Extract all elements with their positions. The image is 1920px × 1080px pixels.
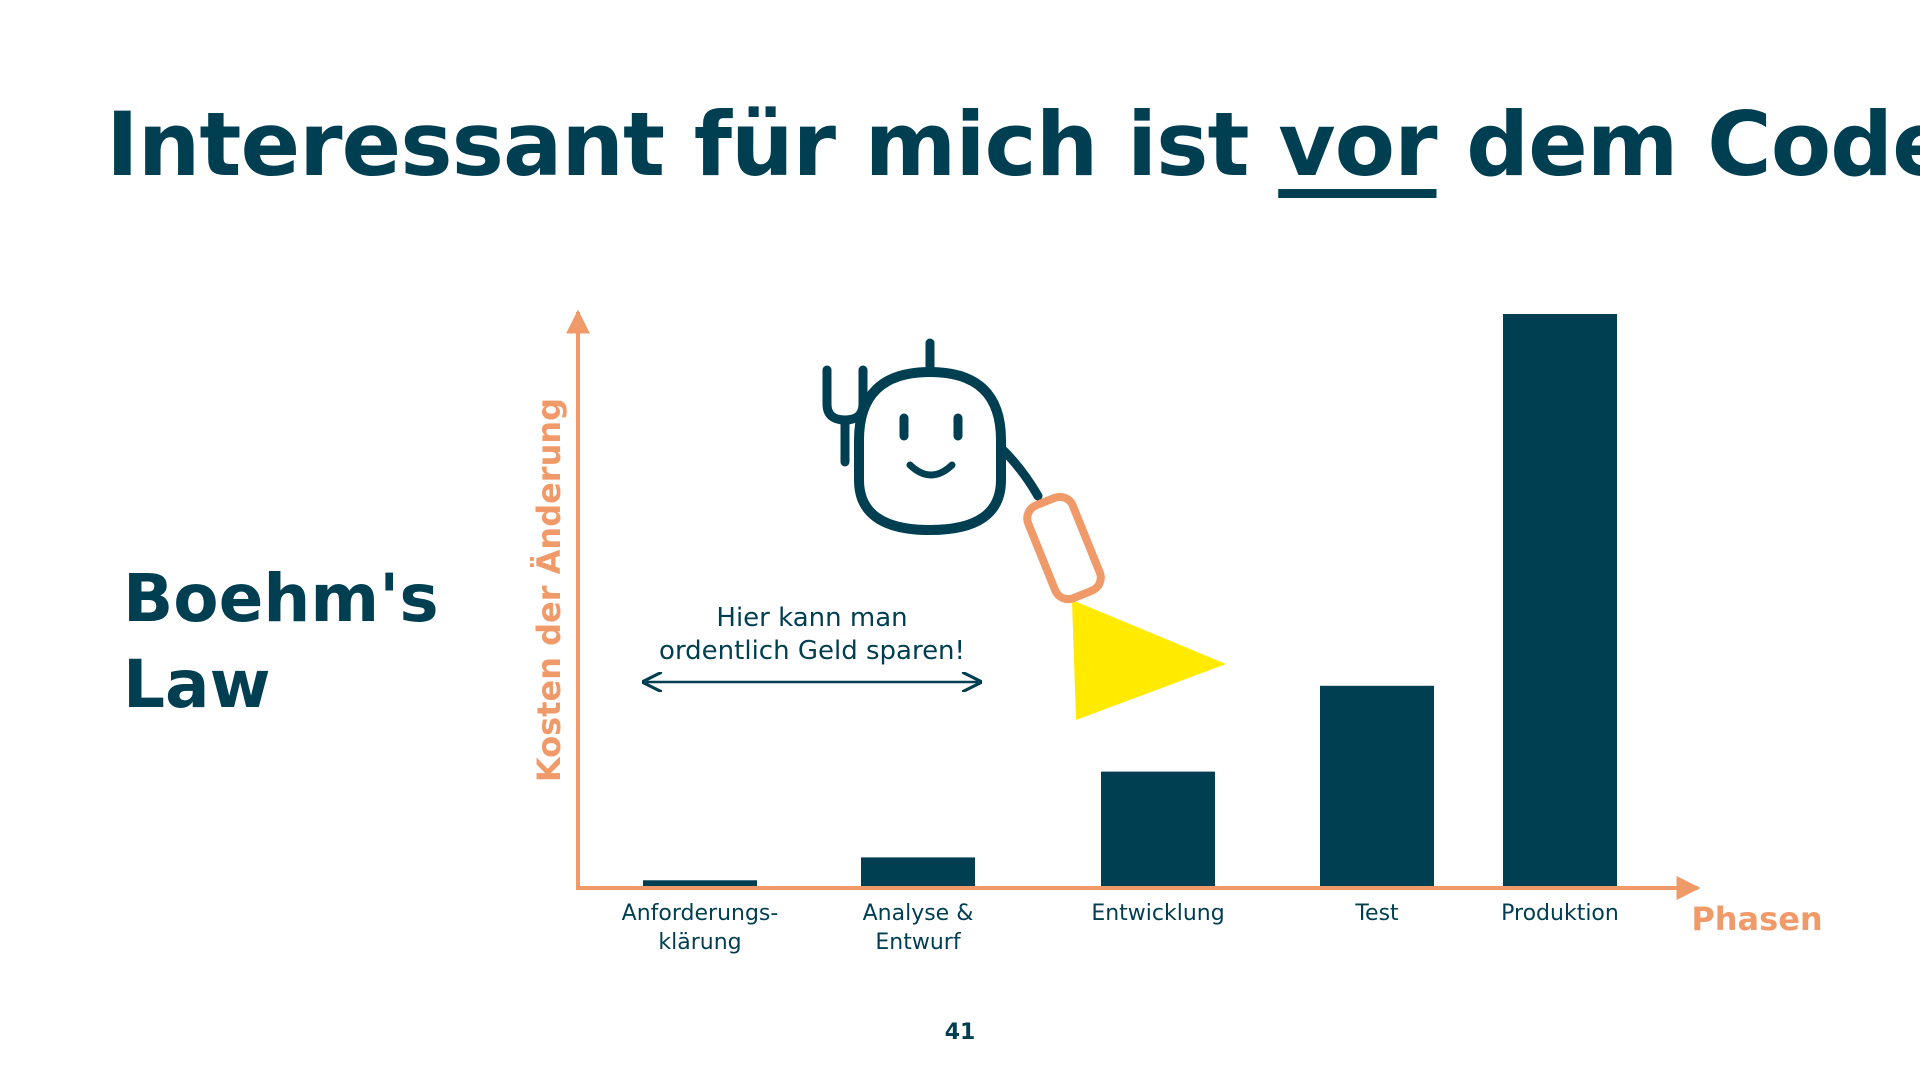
page-number: 41 <box>944 1020 976 1045</box>
bar-3 <box>1101 771 1215 886</box>
bar-1 <box>643 880 757 886</box>
law-name-line-1: Boehm's <box>123 560 439 637</box>
robot-with-flashlight-icon <box>822 338 1226 720</box>
tick-label-5: Produktion <box>1501 901 1619 926</box>
robot-head <box>854 366 1006 536</box>
bar-series <box>643 314 1617 886</box>
title-part-2: dem Code <box>1436 93 1920 196</box>
tick-label-1: Anforderungs-klärung <box>622 901 779 955</box>
flashlight-body <box>1023 492 1105 604</box>
title-part-1: Interessant für mich ist <box>106 93 1279 196</box>
tick-label-2: Analyse & Entwurf <box>863 901 974 955</box>
tick-label-4: Test <box>1354 901 1399 926</box>
page-title: Interessant für mich ist vor dem Code <box>106 92 1920 198</box>
flashlight-beam <box>1072 600 1226 720</box>
y-axis-label: Kosten der Änderung <box>530 398 568 782</box>
law-name-heading: Boehm's Law <box>123 556 439 728</box>
bar-4 <box>1320 685 1434 886</box>
savings-annotation: Hier kann man ordentlich Geld sparen! <box>659 603 965 666</box>
category-tick-labels: Anforderungs-klärung Analyse & Entwurf Entw… <box>622 901 1619 955</box>
law-name-line-2: Law <box>123 646 271 723</box>
tick-label-3: Entwicklung <box>1091 901 1224 926</box>
title-underlined-word: vor <box>1278 93 1437 196</box>
robot-smile <box>906 461 956 479</box>
bar-5 <box>1503 314 1617 886</box>
x-axis-label: Phasen <box>1691 900 1822 938</box>
bar-2 <box>861 857 975 886</box>
